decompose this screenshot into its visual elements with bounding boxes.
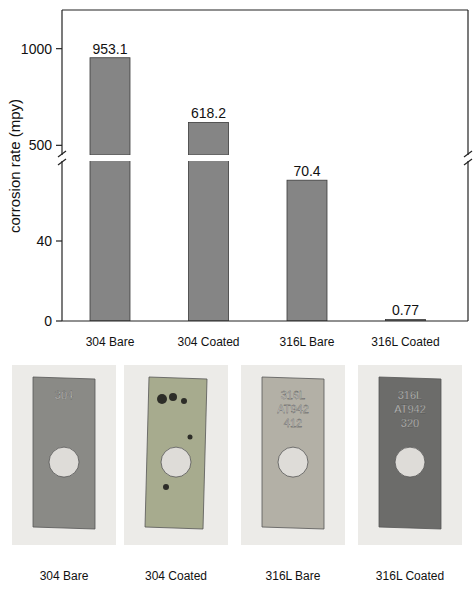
engraving: AT942 xyxy=(277,403,309,415)
category-label: 304 Coated xyxy=(177,335,239,349)
engraving: 320 xyxy=(401,417,419,429)
coupon xyxy=(379,377,441,529)
axis-line xyxy=(467,161,468,321)
bar xyxy=(90,161,130,321)
category-label: 316L Bare xyxy=(280,335,335,349)
bar xyxy=(287,180,327,321)
bar xyxy=(189,161,229,321)
axis-line xyxy=(467,10,468,155)
tick-label: 0 xyxy=(44,313,52,329)
corrosion-pit xyxy=(188,435,193,440)
tick xyxy=(56,48,62,49)
coupon-hole xyxy=(49,447,79,477)
axis-break xyxy=(464,159,472,165)
tick xyxy=(56,240,62,241)
axis-break xyxy=(464,151,472,157)
corrosion-pit xyxy=(163,484,169,490)
engraving: 316L xyxy=(281,389,305,401)
photo-caption: 316L Bare xyxy=(266,569,321,583)
corrosion-pit xyxy=(169,393,177,401)
axis-title: corrosion rate (mpy) xyxy=(6,99,23,233)
photo: 316L AT942 320 xyxy=(358,365,462,545)
coupon xyxy=(145,377,207,529)
engraving: 304 xyxy=(55,389,73,401)
photo: 304 xyxy=(12,365,116,545)
photo-background xyxy=(124,365,228,545)
bar-group xyxy=(90,58,229,155)
photo: 316L AT942 412 xyxy=(241,365,345,545)
data-label: 953.1 xyxy=(92,41,127,57)
coupon xyxy=(262,377,324,529)
tick xyxy=(56,145,62,146)
data-label: 0.77 xyxy=(392,302,419,318)
axis-line xyxy=(61,10,62,155)
data-label: 618.2 xyxy=(191,105,226,121)
photo xyxy=(124,365,228,545)
figure: 0 40 500 1000 corrosion rate (mpy) 304 Bare 30… xyxy=(0,0,474,591)
tick-label: 500 xyxy=(29,137,53,153)
tick xyxy=(56,320,62,321)
tick-label: 40 xyxy=(36,233,52,249)
category-label: 304 Bare xyxy=(86,335,135,349)
photo-caption: 304 Coated xyxy=(145,569,207,583)
coupon xyxy=(33,377,95,529)
bar xyxy=(189,122,229,155)
axis-break xyxy=(58,151,66,157)
coupon-hole xyxy=(395,447,425,477)
axis-line xyxy=(62,9,468,10)
corrosion-pit xyxy=(181,398,187,404)
photo-background xyxy=(241,365,345,545)
coupon-hole xyxy=(278,447,308,477)
bar xyxy=(90,58,130,155)
bar-group xyxy=(90,161,426,321)
tick-label: 1000 xyxy=(21,41,52,57)
photo-caption: 304 Bare xyxy=(40,569,89,583)
axis-break xyxy=(58,159,66,165)
category-label: 316L Coated xyxy=(371,335,439,349)
engraving: 412 xyxy=(284,417,302,429)
photo-background xyxy=(12,365,116,545)
axis-line xyxy=(62,320,468,321)
engraving: AT942 xyxy=(394,403,426,415)
coupon-hole xyxy=(161,447,191,477)
photo-background xyxy=(358,365,462,545)
corrosion-pit xyxy=(157,394,167,404)
data-label: 70.4 xyxy=(293,163,320,179)
engraving: 316L xyxy=(398,389,422,401)
photo-caption: 316L Coated xyxy=(376,569,444,583)
